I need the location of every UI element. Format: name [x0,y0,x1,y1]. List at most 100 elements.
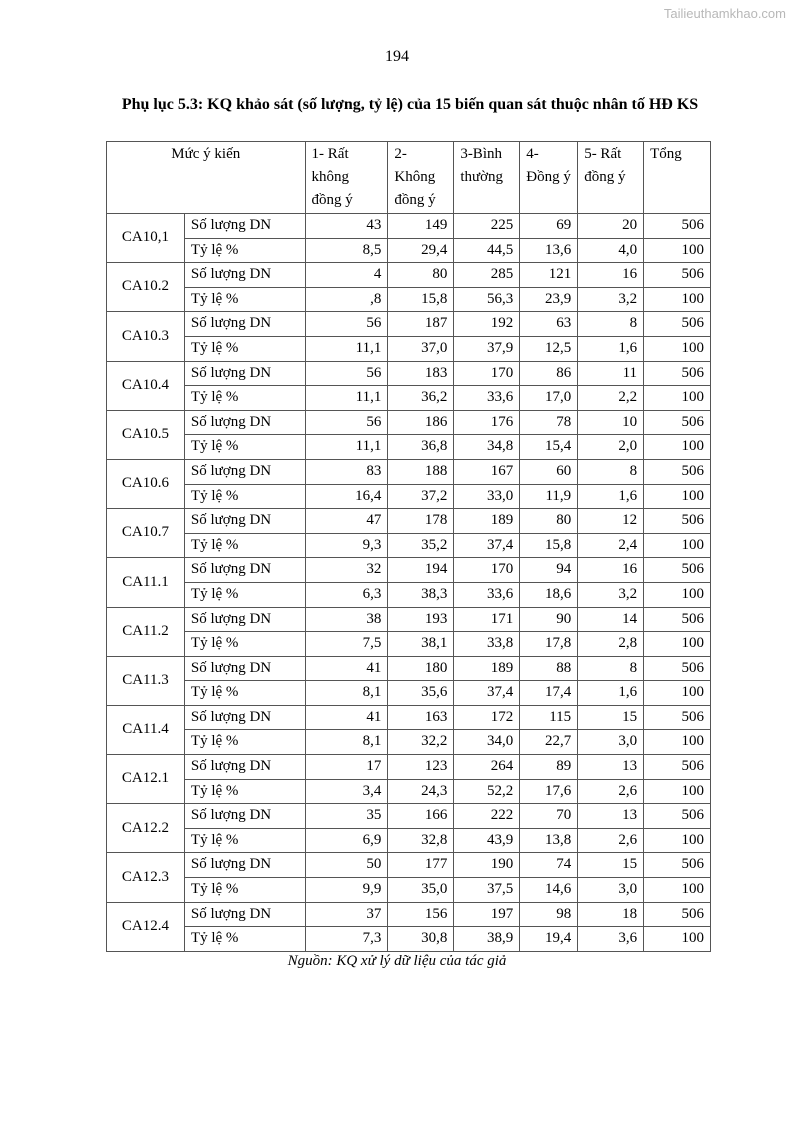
row-label: Số lượng DN [183,360,306,387]
table-row: CA10.4 Số lượng DN 56 183 170 86 11 506 [106,360,711,411]
table-cell: 7,3 [304,926,389,952]
table-cell: 4,0 [577,237,645,264]
table-row: CA12.3 Số lượng DN 50 177 190 74 15 506 [106,852,711,903]
table-cell: 170 [453,557,521,583]
table-cell: 13 [577,754,645,780]
table-cell: 100 [643,434,711,460]
table-cell: 506 [643,704,711,731]
table-row: CA10.3 Số lượng DN 56 187 192 63 8 506 [106,311,711,362]
table-cell: 41 [304,655,389,682]
row-label: Tỷ lệ % [183,581,306,608]
table-cell: 100 [643,237,711,264]
table-row: Tỷ lệ % 6,3 38,3 33,6 18,6 3,2 100 [107,581,711,608]
table-cell: 35,0 [387,877,455,903]
table-cell: 4 [304,262,389,288]
row-label: Tỷ lệ % [183,532,306,559]
table-cell: 17,8 [519,631,579,657]
header-strongly-disagree: 1- Rất không đồng ý [304,141,389,214]
table-cell: 33,8 [453,631,521,657]
table-row: CA10.6 Số lượng DN 83 188 167 60 8 506 [106,458,711,510]
table-cell: 56 [304,360,389,387]
table-cell: 15 [577,704,645,731]
table-row: Tỷ lệ % 16,4 37,2 33,0 11,9 1,6 100 [107,483,711,510]
table-row: Tỷ lệ % 7,3 30,8 38,9 19,4 3,6 100 [107,926,711,952]
table-cell: 56,3 [453,286,521,313]
table-cell: 156 [387,901,455,928]
table-cell: 163 [387,704,455,731]
table-cell: 36,8 [387,434,455,460]
table-cell: 225 [453,213,521,239]
row-label: Số lượng DN [183,311,306,337]
table-cell: 50 [304,852,389,879]
variable-code: CA11.1 [106,557,185,608]
table-cell: 100 [643,827,711,854]
table-cell: 100 [643,335,711,362]
table-row: Tỷ lệ % 9,9 35,0 37,5 14,6 3,0 100 [107,877,711,903]
table-cell: 34,8 [453,434,521,460]
table-cell: 13,6 [519,237,579,264]
row-label: Tỷ lệ % [183,483,306,510]
table-cell: 37,5 [453,877,521,903]
table-cell: 192 [453,311,521,337]
row-label: Tỷ lệ % [183,286,306,313]
table-cell: 506 [643,803,711,829]
row-label: Số lượng DN [183,213,306,239]
table-cell: 14 [577,606,645,633]
table-cell: 52,2 [453,778,521,805]
table-row: CA11.4 Số lượng DN 41 163 172 115 15 506 [106,704,711,756]
table-row: CA10,1 Số lượng DN 43 149 225 69 20 506 [106,212,711,264]
table-cell: 11 [577,360,645,387]
variable-code: CA12.1 [106,754,185,805]
variable-code: CA12.4 [106,901,185,952]
table-cell: 2,2 [577,385,645,411]
table-cell: 178 [387,508,455,534]
table-cell: 170 [453,360,521,387]
row-label: Số lượng DN [183,557,306,583]
row-label: Tỷ lệ % [183,926,306,952]
variable-code: CA10.7 [106,508,185,559]
row-label: Tỷ lệ % [183,237,306,264]
table-cell: 100 [643,483,711,510]
table-row: Tỷ lệ % ,8 15,8 56,3 23,9 3,2 100 [107,286,711,313]
row-label: Số lượng DN [183,704,306,731]
table-cell: 35,6 [387,680,455,706]
table-cell: 24,3 [387,778,455,805]
table-cell: 15,4 [519,434,579,460]
table-cell: 74 [519,852,579,879]
table-cell: 32 [304,557,389,583]
header-agree: 4- Đồng ý [519,141,579,214]
table-cell: 10 [577,409,645,436]
source-note: Nguồn: KQ xử lý dữ liệu của tác giả [287,953,507,969]
table-row: Tỷ lệ % 9,3 35,2 37,4 15,8 2,4 100 [107,532,711,559]
table-row: CA10.7 Số lượng DN 47 178 189 80 12 506 [106,508,711,559]
table-cell: 69 [519,213,579,239]
table-row: Tỷ lệ % 7,5 38,1 33,8 17,8 2,8 100 [107,631,711,657]
table-cell: 506 [643,852,711,879]
table-cell: 38 [304,606,389,633]
table-cell: 1,6 [577,483,645,510]
table-cell: 167 [453,458,521,485]
survey-results-table: Mức ý kiến 1- Rất không đồng ý 2- Không … [106,141,711,952]
table-cell: 11,1 [304,385,389,411]
table-cell: 36,2 [387,385,455,411]
table-cell: 100 [643,877,711,903]
table-cell: 80 [519,508,579,534]
table-cell: 121 [519,262,579,288]
table-cell: 100 [643,286,711,313]
table-cell: 89 [519,754,579,780]
table-cell: 12 [577,508,645,534]
table-cell: 506 [643,754,711,780]
table-cell: 506 [643,311,711,337]
row-label: Số lượng DN [183,655,306,682]
table-cell: 37,9 [453,335,521,362]
variable-code: CA10.2 [106,262,185,313]
table-cell: 17,4 [519,680,579,706]
table-cell: 506 [643,262,711,288]
table-row: CA11.3 Số lượng DN 41 180 189 88 8 506 [106,655,711,706]
table-cell: 38,9 [453,926,521,952]
table-row: CA12.2 Số lượng DN 35 166 222 70 13 506 [106,803,711,854]
table-cell: 123 [387,754,455,780]
table-cell: 56 [304,409,389,436]
table-cell: 20 [577,213,645,239]
table-row: Tỷ lệ % 8,1 35,6 37,4 17,4 1,6 100 [107,680,711,706]
